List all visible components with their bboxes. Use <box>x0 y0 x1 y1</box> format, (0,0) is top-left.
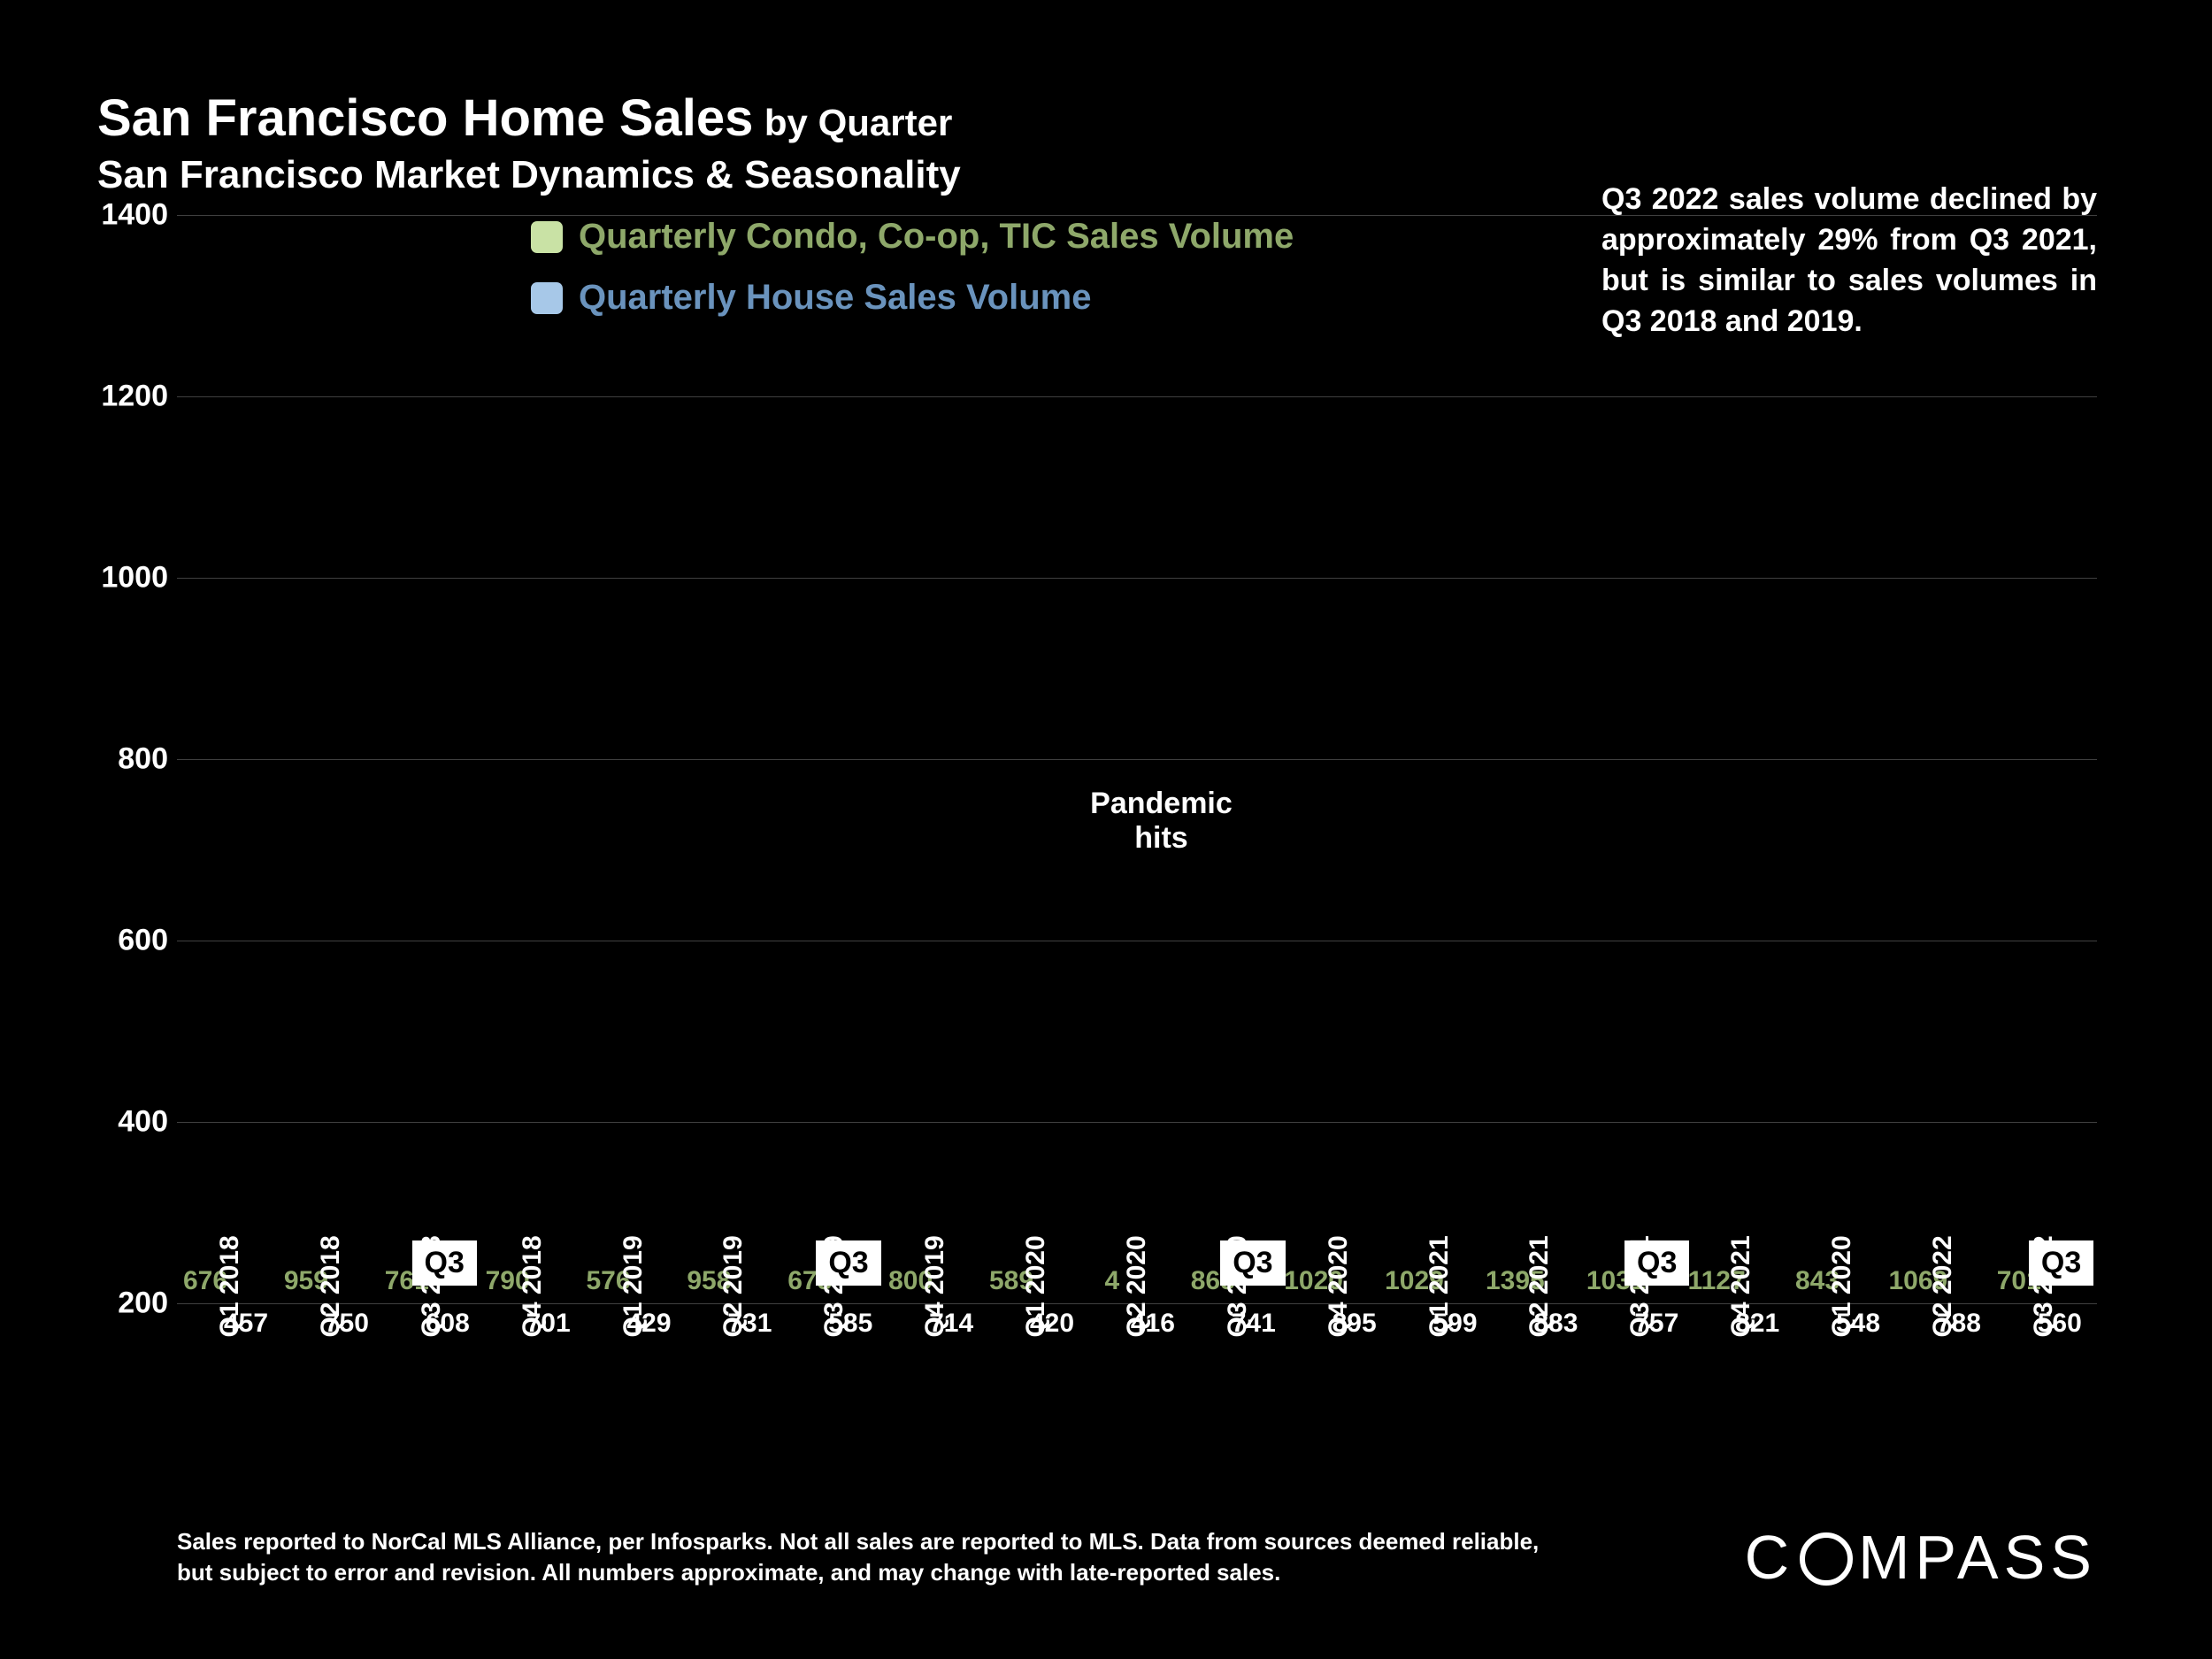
q3-marker: Q3 <box>816 1240 880 1286</box>
x-axis-label: Q1 2021 <box>1425 1235 1455 1337</box>
legend-label-condo: Quarterly Condo, Co-op, TIC Sales Volume <box>579 217 1294 257</box>
x-axis-label: Q1 2019 <box>618 1235 649 1337</box>
x-axis-label: Q4 2020 <box>1324 1235 1354 1337</box>
x-axis-label: Q4 2021 <box>1726 1235 1756 1337</box>
logo-suffix: MPASS <box>1858 1522 2097 1593</box>
q3-marker: Q3 <box>1220 1240 1285 1286</box>
q3-marker: Q3 <box>1624 1240 1689 1286</box>
legend-swatch-house <box>531 282 563 314</box>
legend-label-house: Quarterly House Sales Volume <box>579 278 1091 318</box>
x-axis-label: Q1 2020 <box>1021 1235 1051 1337</box>
legend: Quarterly Condo, Co-op, TIC Sales Volume… <box>531 217 1294 339</box>
logo-o-icon <box>1800 1532 1853 1586</box>
x-axis-label: Q2 2020 <box>1122 1235 1152 1337</box>
y-axis-label: 400 <box>97 1105 168 1140</box>
x-axis-label: Q1 2020 <box>1827 1235 1857 1337</box>
x-axis-label: Q2 2018 <box>316 1235 346 1337</box>
pandemic-annotation: Pandemichits <box>1090 787 1233 856</box>
x-axis-label: Q2 2022 <box>1928 1235 1958 1337</box>
y-axis-label: 600 <box>97 924 168 958</box>
q3-marker: Q3 <box>2029 1240 2093 1286</box>
chart-area: Q3 2022 sales volume declined by approxi… <box>97 215 2115 1418</box>
footer-caption: Sales reported to NorCal MLS Alliance, p… <box>177 1526 1557 1588</box>
x-axis-label: Q2 2019 <box>718 1235 749 1337</box>
q3-marker: Q3 <box>412 1240 477 1286</box>
legend-item-house: Quarterly House Sales Volume <box>531 278 1294 318</box>
legend-swatch-condo <box>531 221 563 253</box>
y-axis-label: 800 <box>97 742 168 777</box>
chart-title: San Francisco Home Sales <box>97 89 753 147</box>
y-axis-label: 1000 <box>97 561 168 595</box>
x-axis-label: Q2 2021 <box>1525 1235 1555 1337</box>
legend-item-condo: Quarterly Condo, Co-op, TIC Sales Volume <box>531 217 1294 257</box>
chart-annotation: Q3 2022 sales volume declined by approxi… <box>1601 180 2097 342</box>
y-axis-label: 1400 <box>97 198 168 233</box>
chart-container: San Francisco Home Sales by Quarter San … <box>0 0 2212 1659</box>
x-axis-label: Q4 2019 <box>920 1235 950 1337</box>
plot-region: Quarterly Condo, Co-op, TIC Sales Volume… <box>177 215 2097 1303</box>
bars-row: 676457Q1 2018959750Q2 2018761608Q3 20187… <box>177 215 2097 1303</box>
x-axis-label: Q4 2018 <box>518 1235 548 1337</box>
logo-prefix: C <box>1745 1522 1795 1593</box>
chart-title-qualifier: by Quarter <box>764 102 952 143</box>
y-axis-label: 1200 <box>97 380 168 414</box>
x-axis-label: Q1 2018 <box>215 1235 245 1337</box>
bar-value-label: 4 <box>1105 1266 1120 1296</box>
y-axis-label: 200 <box>97 1286 168 1321</box>
compass-logo: C MPASS <box>1745 1522 2097 1593</box>
